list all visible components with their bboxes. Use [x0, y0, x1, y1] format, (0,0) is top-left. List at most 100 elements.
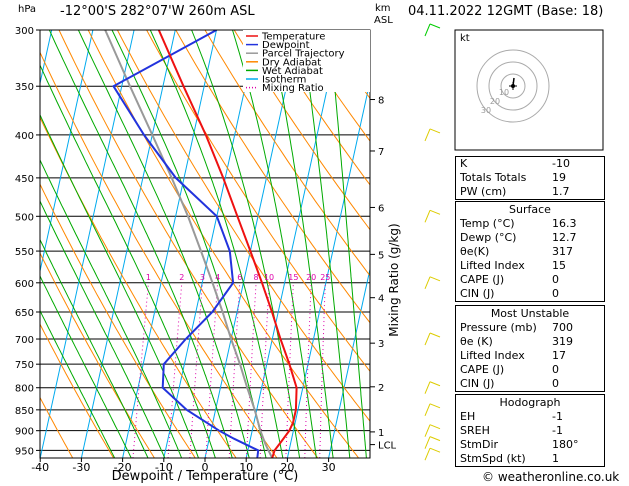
- dry-adiabat-line: [40, 323, 115, 458]
- pressure-tick-label: 650: [15, 308, 34, 319]
- isotherm-line: [163, 30, 259, 458]
- wet-adiabat-line: [40, 274, 132, 458]
- mixing-ratio-label: 25: [320, 273, 330, 282]
- mixing-ratio-line: [132, 282, 149, 458]
- dry-adiabat-line: [146, 30, 370, 373]
- wind-barb: [424, 403, 431, 417]
- wet-adiabat-line: [40, 238, 149, 458]
- legend-entry: Parcel Trajectory: [262, 49, 345, 60]
- isotherm-line: [122, 30, 217, 458]
- most-unstable-table: Most Unstable Pressure (mb) 700 θe (K) 319…: [455, 305, 605, 392]
- dry-adiabat-line: [116, 30, 370, 423]
- wind-barb: [424, 424, 431, 437]
- wet-adiabat-line: [40, 309, 116, 458]
- temp-tick-label: 30: [322, 461, 336, 474]
- temp-tick-label: -30: [72, 461, 90, 474]
- pressure-tick-label: 800: [15, 384, 34, 395]
- isotherm-line: [328, 266, 370, 458]
- temp-tick-label: -20: [114, 461, 132, 474]
- km-tick-label: LCL: [378, 441, 397, 452]
- pressure-tick-label: 950: [15, 446, 34, 457]
- pressure-tick-label: 900: [15, 427, 34, 438]
- dry-adiabat-line: [40, 251, 155, 458]
- wind-barb: [424, 332, 431, 346]
- pressure-tick-label: 700: [15, 335, 34, 346]
- wind-barb: [424, 210, 431, 223]
- dry-adiabat-line: [40, 396, 74, 458]
- surface-row: Temp (°C) 16.3: [460, 217, 577, 230]
- surface-table: Surface Temp (°C) 16.3 Dewp (°C) 12.7 θe(K…: [455, 201, 605, 302]
- legend-entry: Wet Adiabat: [262, 66, 323, 77]
- mixing-ratio-label: 2: [179, 273, 184, 282]
- hodograph-row: StmDir 180°: [460, 438, 579, 451]
- km-tick-label: 8: [378, 96, 384, 107]
- mixing-ratio-label: 8: [254, 273, 259, 282]
- wet-adiabat-line: [40, 200, 166, 458]
- pressure-tick-label: 850: [15, 406, 34, 417]
- wind-barb: [429, 128, 441, 134]
- km-tick-label: 6: [378, 203, 384, 214]
- dry-adiabat-line: [233, 30, 370, 231]
- wind-barb: [424, 23, 431, 37]
- surface-title: Surface: [509, 203, 551, 216]
- most-unstable-row: CAPE (J) 0: [460, 363, 559, 376]
- hodograph-ring-label: 20: [490, 97, 500, 106]
- pressure-tick-label: 750: [15, 360, 34, 371]
- most-unstable-row: θe (K) 319: [460, 335, 573, 348]
- wet-adiabat-line: [191, 30, 301, 458]
- wind-barb: [424, 276, 431, 289]
- pressure-tick-label: 600: [15, 279, 34, 290]
- wind-barb: [429, 276, 441, 282]
- wind-barb: [429, 447, 441, 453]
- km-tick-label: 7: [378, 147, 384, 158]
- legend-entry: Mixing Ratio: [262, 83, 324, 94]
- pressure-tick-label: 500: [15, 212, 34, 223]
- pressure-tick-label: 400: [15, 131, 34, 142]
- dry-adiabat-line: [87, 30, 359, 458]
- pressure-tick-label: 550: [15, 247, 34, 258]
- wind-barb: [424, 448, 431, 461]
- hodograph-ring: [476, 49, 550, 123]
- dry-adiabat-line: [262, 30, 370, 186]
- hodograph-row: SREH -1: [460, 424, 563, 437]
- temp-tick-label: 20: [280, 461, 294, 474]
- isotherm-line: [245, 30, 341, 458]
- wet-adiabat-line: [328, 30, 367, 458]
- wet-adiabat-line: [77, 30, 250, 458]
- isotherm-line: [286, 79, 370, 458]
- dry-adiabat-line: [40, 183, 196, 458]
- km-tick-label: 4: [378, 294, 384, 305]
- legend-box: [243, 30, 370, 92]
- mixing-ratio-label: 3: [200, 273, 205, 282]
- wind-barb: [429, 23, 441, 29]
- dry-adiabat-line: [40, 116, 237, 458]
- wind-barb: [424, 128, 431, 142]
- wind-barb: [429, 436, 441, 442]
- wind-barb: [429, 424, 441, 430]
- most-unstable-title: Most Unstable: [490, 307, 570, 320]
- hodograph-table: Hodograph EH -1 SREH -1 StmDir 180° StmSpd …: [455, 394, 605, 467]
- hpa-unit-label: hPa: [18, 4, 37, 15]
- hodograph-title: Hodograph: [499, 396, 561, 409]
- wet-adiabat-line: [40, 64, 216, 458]
- legend-entry: Dry Adiabat: [262, 57, 321, 68]
- mixing-ratio-line: [167, 282, 183, 458]
- hodograph-unit: kt: [460, 33, 470, 44]
- mixing-ratio-label: 10: [264, 273, 274, 282]
- dry-adiabat-line: [204, 30, 370, 277]
- copyright-label: © weatheronline.co.uk: [482, 470, 620, 484]
- temperature-profile: [157, 30, 298, 458]
- hodograph-ring: [500, 73, 526, 99]
- surface-row: Lifted Index 15: [460, 259, 566, 272]
- mixing-ratio-line: [189, 282, 203, 458]
- km-tick-label: 2: [378, 383, 384, 394]
- wet-adiabat-line: [268, 30, 334, 458]
- wet-adiabat-line: [48, 30, 233, 458]
- mixing-ratio-label: 15: [288, 273, 298, 282]
- mixing-ratio-line: [228, 282, 241, 458]
- most-unstable-row: Lifted Index 17: [460, 349, 566, 362]
- wet-adiabat-line: [301, 30, 351, 458]
- surface-row: CIN (J) 0: [460, 287, 559, 300]
- wind-barb: [429, 332, 441, 338]
- surface-row: Dewp (°C) 12.7: [460, 231, 577, 244]
